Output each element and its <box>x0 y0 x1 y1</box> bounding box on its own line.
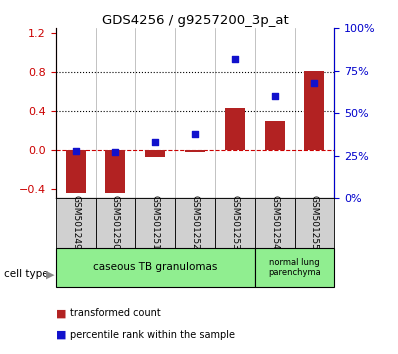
Bar <box>255 248 334 287</box>
Bar <box>255 198 295 248</box>
Bar <box>96 198 135 248</box>
Point <box>232 56 238 62</box>
Text: GSM501251: GSM501251 <box>151 195 160 250</box>
Text: ▶: ▶ <box>46 269 54 279</box>
Text: GSM501249: GSM501249 <box>71 195 80 250</box>
Point <box>271 93 278 99</box>
Bar <box>225 108 245 150</box>
Bar <box>145 150 165 158</box>
Bar <box>56 198 96 248</box>
Bar <box>66 150 86 193</box>
Text: cell type: cell type <box>4 269 49 279</box>
Text: GSM501253: GSM501253 <box>230 195 239 250</box>
Text: transformed count: transformed count <box>70 308 160 318</box>
Text: percentile rank within the sample: percentile rank within the sample <box>70 330 235 339</box>
Text: GSM501252: GSM501252 <box>191 195 199 250</box>
Text: normal lung
parenchyma: normal lung parenchyma <box>268 258 321 277</box>
Bar <box>56 248 255 287</box>
Bar <box>215 198 255 248</box>
Bar <box>304 71 324 150</box>
Text: GSM501255: GSM501255 <box>310 195 319 250</box>
Text: ■: ■ <box>56 330 66 339</box>
Text: caseous TB granulomas: caseous TB granulomas <box>93 262 217 272</box>
Text: GSM501254: GSM501254 <box>270 195 279 250</box>
Bar <box>135 198 175 248</box>
Bar <box>185 150 205 152</box>
Point <box>311 80 318 86</box>
Title: GDS4256 / g9257200_3p_at: GDS4256 / g9257200_3p_at <box>101 14 289 27</box>
Point <box>72 148 79 154</box>
Text: GSM501250: GSM501250 <box>111 195 120 250</box>
Point <box>192 131 198 137</box>
Point <box>112 149 119 155</box>
Text: ■: ■ <box>56 308 66 318</box>
Bar <box>265 121 285 150</box>
Bar <box>175 198 215 248</box>
Bar <box>295 198 334 248</box>
Bar <box>105 150 125 193</box>
Point <box>152 139 158 145</box>
